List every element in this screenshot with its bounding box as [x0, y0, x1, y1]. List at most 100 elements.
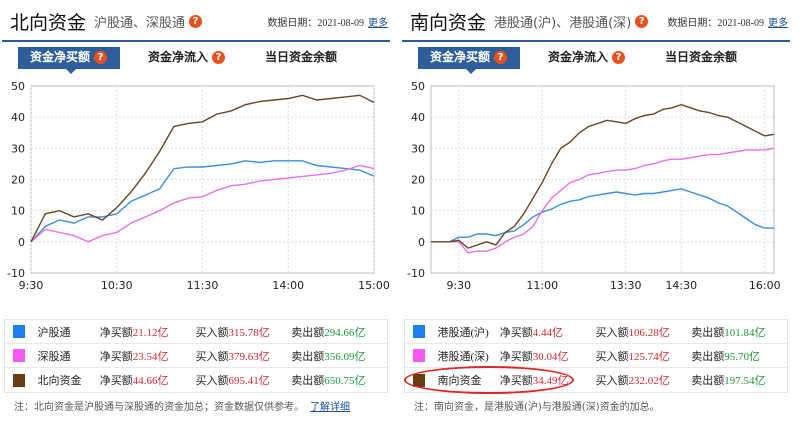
- x-tick-label: 14:00: [272, 279, 304, 292]
- y-tick-label: 10: [411, 205, 425, 218]
- data-date: 数据日期：2021-08-09: [667, 17, 764, 29]
- legend-row: 沪股通 净买额21.12亿 买入额315.78亿 卖出额294.66亿: [5, 320, 387, 344]
- legend-row: 港股通(深) 净买额30.04亿 买入额125.74亿 卖出额95.70亿: [405, 344, 787, 368]
- panel-subtitle: 港股通(沪)、港股通(深): [494, 15, 632, 31]
- sell-label: 卖出额: [691, 350, 725, 363]
- net-label: 净买额: [499, 350, 533, 363]
- net-value: 30.04亿: [532, 350, 569, 363]
- tab-0[interactable]: 资金净买额?: [18, 47, 120, 74]
- footnote: 注：北向资金是沪股通与深股通的资金加总；资金数据仅供参考。 了解详细: [14, 398, 350, 413]
- net-value: 44.66亿: [132, 375, 169, 387]
- tab-bar: 资金净买额? 资金净流入? 当日资金余额: [418, 47, 765, 74]
- series-name: 深股通: [37, 350, 71, 363]
- x-tick-label: 15:00: [358, 279, 390, 292]
- learn-more-link[interactable]: 了解详细: [310, 402, 350, 413]
- tab-label: 资金净买额: [430, 50, 491, 64]
- tab-0[interactable]: 资金净买额?: [418, 47, 520, 74]
- series-color-swatch: [13, 349, 26, 362]
- y-tick-label: 30: [11, 142, 25, 155]
- line-chart: 50 40 30 20 10 0 -109:30 10:30 11:30 14:00 15:00: [7, 80, 390, 292]
- x-tick-label: 9:30: [446, 279, 471, 292]
- buy-value: 379.63亿: [228, 350, 270, 363]
- tab-bar: 资金净买额? 资金净流入? 当日资金余额: [18, 47, 365, 74]
- panel-header: 南向资金 港股通(沪)、港股通(深) ? 数据日期：2021-08-09 更多: [410, 6, 788, 36]
- buy-value: 125.74亿: [628, 350, 670, 363]
- panel-title: 北向资金: [10, 11, 87, 34]
- net-label: 净买额: [99, 326, 133, 339]
- sell-value: 650.75亿: [324, 375, 366, 387]
- series-line-1: [431, 147, 775, 254]
- question-mark-icon[interactable]: ?: [635, 14, 649, 28]
- sell-value: 356.09亿: [324, 350, 366, 363]
- tab-2[interactable]: 当日资金余额: [653, 47, 749, 69]
- sell-value: 294.66亿: [324, 326, 366, 339]
- net-label: 净买额: [499, 326, 533, 339]
- series-name: 港股通(沪): [437, 326, 489, 339]
- more-link[interactable]: 更多: [368, 17, 388, 29]
- tab-label: 资金净流入: [548, 50, 609, 64]
- sell-label: 卖出额: [291, 350, 325, 363]
- sell-value: 101.84亿: [724, 326, 766, 339]
- net-value: 23.54亿: [132, 350, 169, 363]
- y-tick-label: -10: [7, 267, 25, 280]
- divider: [402, 40, 790, 42]
- y-tick-label: 50: [411, 80, 425, 93]
- y-tick-label: 10: [11, 205, 25, 218]
- series-name: 沪股通: [37, 326, 71, 339]
- divider: [2, 40, 390, 42]
- panel-header: 北向资金 沪股通、深股通 ? 数据日期：2021-08-09 更多: [10, 6, 388, 36]
- question-mark-icon[interactable]: ?: [612, 51, 626, 64]
- question-mark-icon[interactable]: ?: [189, 14, 203, 28]
- y-tick-label: -10: [407, 267, 425, 280]
- net-label: 净买额: [99, 375, 133, 387]
- sell-label: 卖出额: [291, 326, 325, 339]
- series-line-2: [30, 94, 375, 243]
- data-date: 数据日期：2021-08-09: [267, 17, 364, 29]
- y-tick-label: 20: [11, 174, 25, 187]
- series-name: 港股通(深): [437, 350, 489, 363]
- buy-label: 买入额: [195, 375, 229, 387]
- note-text: 注：北向资金是沪股通与深股通的资金加总；资金数据仅供参考。: [14, 402, 304, 413]
- panel-subtitle: 沪股通、深股通: [94, 15, 186, 31]
- tab-label: 资金净流入: [148, 50, 209, 64]
- y-tick-label: 30: [411, 142, 425, 155]
- buy-value: 695.41亿: [228, 375, 270, 387]
- buy-label: 买入额: [195, 350, 229, 363]
- series-color-swatch: [13, 325, 26, 338]
- y-tick-label: 40: [411, 111, 425, 124]
- sell-label: 卖出额: [691, 326, 725, 339]
- sell-label: 卖出额: [291, 375, 325, 387]
- legend-row: 深股通 净买额23.54亿 买入额379.63亿 卖出额356.09亿: [5, 344, 387, 368]
- question-mark-icon[interactable]: ?: [212, 51, 226, 64]
- series-line-1: [30, 164, 375, 243]
- legend-row: 港股通(沪) 净买额4.44亿 买入额106.28亿 卖出额101.84亿: [405, 320, 787, 344]
- tab-label: 资金净买额: [30, 50, 91, 64]
- buy-label: 买入额: [595, 350, 629, 363]
- highlight-ellipse-annotation: [404, 366, 574, 394]
- tab-label: 当日资金余额: [665, 50, 738, 64]
- x-tick-label: 16:00: [749, 279, 781, 292]
- y-tick-label: 40: [11, 111, 25, 124]
- tab-label: 当日资金余额: [265, 50, 338, 64]
- footnote: 注：南向资金，是港股通(沪)与港股通(深)资金的加总。: [414, 398, 660, 413]
- more-link[interactable]: 更多: [768, 17, 788, 29]
- series-color-swatch: [413, 349, 426, 362]
- question-mark-icon[interactable]: ?: [494, 51, 508, 64]
- tab-1[interactable]: 资金净流入?: [136, 47, 237, 69]
- tab-2[interactable]: 当日资金余额: [253, 47, 349, 69]
- question-mark-icon[interactable]: ?: [94, 51, 108, 64]
- legend-row: 北向资金 净买额44.66亿 买入额695.41亿 卖出额650.75亿: [5, 368, 387, 392]
- sell-value: 197.54亿: [724, 375, 766, 387]
- plot-area: [430, 85, 775, 274]
- series-name: 北向资金: [37, 375, 82, 387]
- sell-label: 卖出额: [691, 375, 725, 387]
- buy-value: 106.28亿: [628, 326, 670, 339]
- series-line-0: [30, 160, 375, 243]
- x-tick-label: 11:00: [526, 279, 558, 292]
- series-line-0: [431, 188, 774, 243]
- line-chart: 50 40 30 20 10 0 -10 9:30 11:00 13:30 14:30 16:00: [407, 80, 781, 292]
- x-tick-label: 13:30: [610, 279, 642, 292]
- net-value: 21.12亿: [132, 326, 169, 339]
- y-tick-label: 50: [11, 80, 25, 93]
- tab-1[interactable]: 资金净流入?: [536, 47, 637, 69]
